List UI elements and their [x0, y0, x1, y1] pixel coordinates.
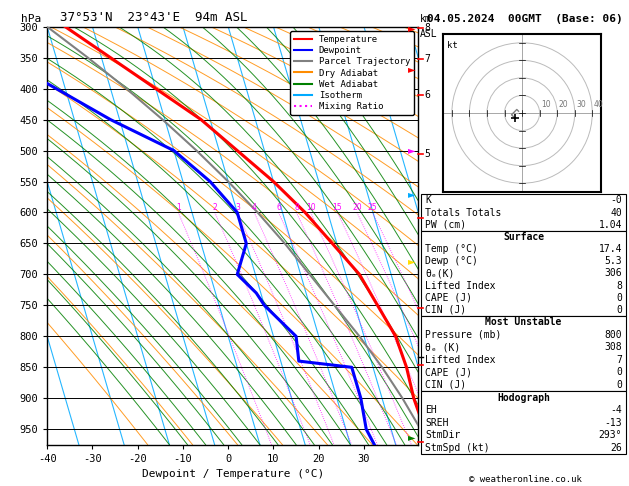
Text: θₑ(K): θₑ(K)	[425, 268, 455, 278]
Text: 37°53'N  23°43'E  94m ASL: 37°53'N 23°43'E 94m ASL	[60, 11, 247, 24]
Text: 0: 0	[616, 293, 622, 303]
Text: 8: 8	[616, 280, 622, 291]
Text: hPa: hPa	[21, 14, 41, 24]
Text: 10: 10	[542, 101, 551, 109]
Text: 2: 2	[213, 204, 217, 212]
Text: 1: 1	[425, 436, 430, 447]
Text: 20: 20	[352, 204, 362, 212]
Text: 308: 308	[604, 342, 622, 352]
Text: 6: 6	[425, 90, 430, 100]
Text: Hodograph: Hodograph	[497, 393, 550, 402]
Text: 4: 4	[425, 213, 430, 223]
Text: StmDir: StmDir	[425, 431, 460, 440]
Text: EH: EH	[425, 405, 437, 415]
Text: 8: 8	[425, 23, 430, 33]
Text: 1.04: 1.04	[599, 220, 622, 230]
Text: 40: 40	[610, 208, 622, 218]
Text: Lifted Index: Lifted Index	[425, 280, 496, 291]
Text: 5: 5	[425, 149, 430, 158]
Text: ►: ►	[408, 23, 415, 33]
Text: 30: 30	[576, 101, 586, 109]
Text: K: K	[425, 195, 431, 206]
Text: 0: 0	[616, 305, 622, 315]
Text: 0: 0	[616, 367, 622, 378]
Text: 293°: 293°	[599, 431, 622, 440]
Text: 8: 8	[294, 204, 299, 212]
Text: Most Unstable: Most Unstable	[486, 317, 562, 327]
Text: CIN (J): CIN (J)	[425, 305, 466, 315]
Text: 26: 26	[610, 443, 622, 453]
Text: 2: 2	[425, 360, 430, 370]
Text: CAPE (J): CAPE (J)	[425, 367, 472, 378]
Text: CAPE (J): CAPE (J)	[425, 293, 472, 303]
Text: 7: 7	[425, 54, 430, 64]
Text: 20: 20	[559, 101, 569, 109]
Text: 10: 10	[306, 204, 316, 212]
Text: 04.05.2024  00GMT  (Base: 06): 04.05.2024 00GMT (Base: 06)	[427, 14, 623, 24]
Text: Totals Totals: Totals Totals	[425, 208, 501, 218]
Text: StmSpd (kt): StmSpd (kt)	[425, 443, 490, 453]
Text: PW (cm): PW (cm)	[425, 220, 466, 230]
Text: LCL: LCL	[425, 353, 441, 362]
Text: 25: 25	[367, 204, 377, 212]
Text: © weatheronline.co.uk: © weatheronline.co.uk	[469, 474, 582, 484]
Text: -4: -4	[610, 405, 622, 415]
X-axis label: Dewpoint / Temperature (°C): Dewpoint / Temperature (°C)	[142, 469, 324, 479]
Text: -13: -13	[604, 418, 622, 428]
Text: 3: 3	[425, 303, 430, 313]
Text: ►: ►	[408, 256, 415, 266]
Text: ►: ►	[408, 432, 415, 442]
Text: SREH: SREH	[425, 418, 448, 428]
Text: 6: 6	[276, 204, 281, 212]
Text: ASL: ASL	[420, 29, 437, 39]
Text: 3: 3	[235, 204, 240, 212]
Text: -0: -0	[610, 195, 622, 206]
Text: km: km	[420, 14, 431, 24]
Text: Lifted Index: Lifted Index	[425, 355, 496, 365]
Text: kt: kt	[447, 41, 457, 50]
Text: Mixing Ratio (g/kg): Mixing Ratio (g/kg)	[447, 268, 455, 370]
Text: Pressure (mb): Pressure (mb)	[425, 330, 501, 340]
Text: Dewp (°C): Dewp (°C)	[425, 256, 478, 266]
Text: 306: 306	[604, 268, 622, 278]
Text: 800: 800	[604, 330, 622, 340]
Text: 15: 15	[333, 204, 342, 212]
Text: θₑ (K): θₑ (K)	[425, 342, 460, 352]
Text: 17.4: 17.4	[599, 244, 622, 254]
Text: CIN (J): CIN (J)	[425, 380, 466, 390]
Text: ►: ►	[408, 146, 415, 156]
Legend: Temperature, Dewpoint, Parcel Trajectory, Dry Adiabat, Wet Adiabat, Isotherm, Mi: Temperature, Dewpoint, Parcel Trajectory…	[290, 31, 414, 115]
Text: 0: 0	[616, 380, 622, 390]
Text: 4: 4	[252, 204, 257, 212]
Text: 40: 40	[594, 101, 604, 109]
Text: 7: 7	[616, 355, 622, 365]
Text: 1: 1	[175, 204, 181, 212]
Text: 5.3: 5.3	[604, 256, 622, 266]
Text: Temp (°C): Temp (°C)	[425, 244, 478, 254]
Text: ►: ►	[408, 64, 415, 74]
Text: ►: ►	[408, 189, 415, 199]
Text: Surface: Surface	[503, 232, 544, 242]
